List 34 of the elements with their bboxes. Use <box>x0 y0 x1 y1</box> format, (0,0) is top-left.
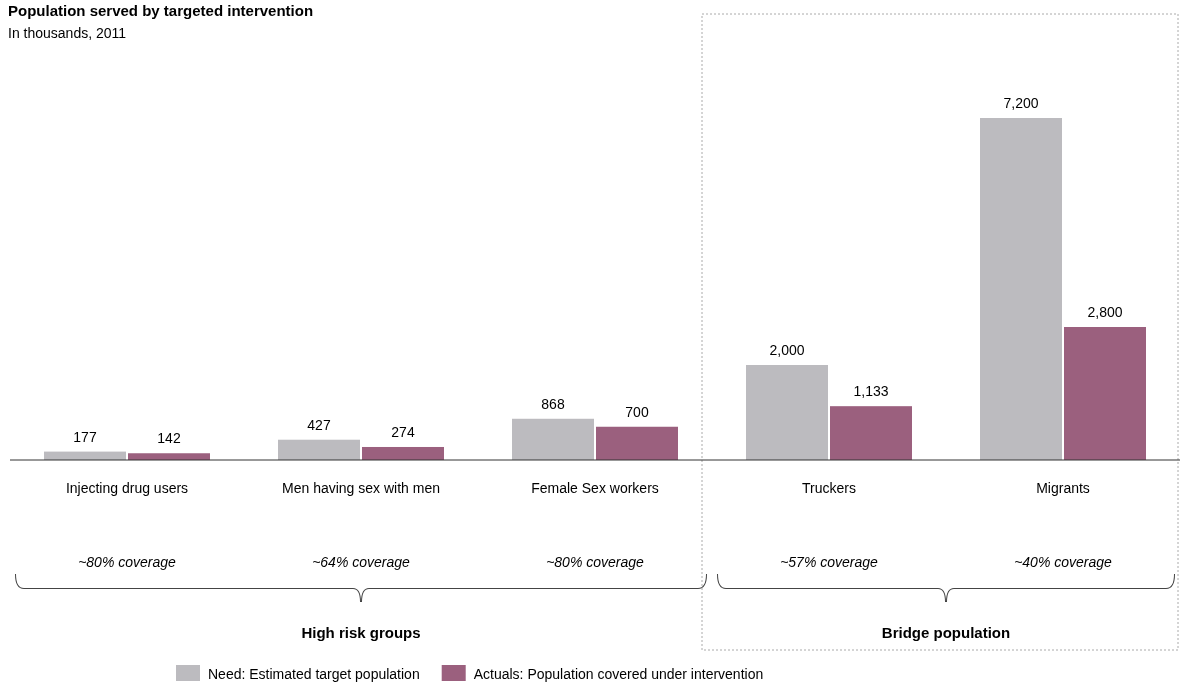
text: ~57% coverage <box>780 554 879 570</box>
bar <box>362 446 444 460</box>
bar <box>1064 327 1146 460</box>
chart-title: Population served by targeted intervention <box>8 2 314 19</box>
text: ~64% coverage <box>312 554 411 570</box>
bar <box>980 118 1062 460</box>
text: ~40% coverage <box>1014 554 1113 570</box>
data-label: 2,800 <box>1087 304 1123 320</box>
text: Bridge population <box>881 624 1011 641</box>
legend-label: Need: Estimated target population <box>208 666 420 682</box>
chart-subtitle: In thousands, 2011 <box>8 25 127 41</box>
data-label: 700 <box>625 403 649 420</box>
bar <box>278 439 360 460</box>
data-label: 142 <box>157 430 181 447</box>
x-tick-label: Female Sex workers <box>531 480 659 496</box>
data-label: 177 <box>73 428 97 445</box>
x-tick-label: Migrants <box>1036 480 1090 496</box>
data-label: 1,133 <box>853 383 889 400</box>
bar <box>830 406 912 460</box>
bar <box>596 426 678 460</box>
bar <box>512 418 594 460</box>
x-tick-label: Truckers <box>802 480 856 496</box>
x-tick-label: Men having sex with men <box>282 480 440 496</box>
data-label: 2,000 <box>769 342 805 358</box>
data-label: 427 <box>307 416 331 433</box>
legend-label: Actuals: Population covered under intervention <box>473 666 764 682</box>
bar <box>746 365 828 460</box>
data-label: 868 <box>541 395 565 412</box>
x-tick-label: Injecting drug users <box>65 480 189 496</box>
data-label: 7,200 <box>1003 95 1039 111</box>
text: ~80% coverage <box>546 554 645 570</box>
text: High risk groups <box>301 624 421 641</box>
text: ~80% coverage <box>78 554 177 570</box>
data-label: 274 <box>391 423 415 440</box>
